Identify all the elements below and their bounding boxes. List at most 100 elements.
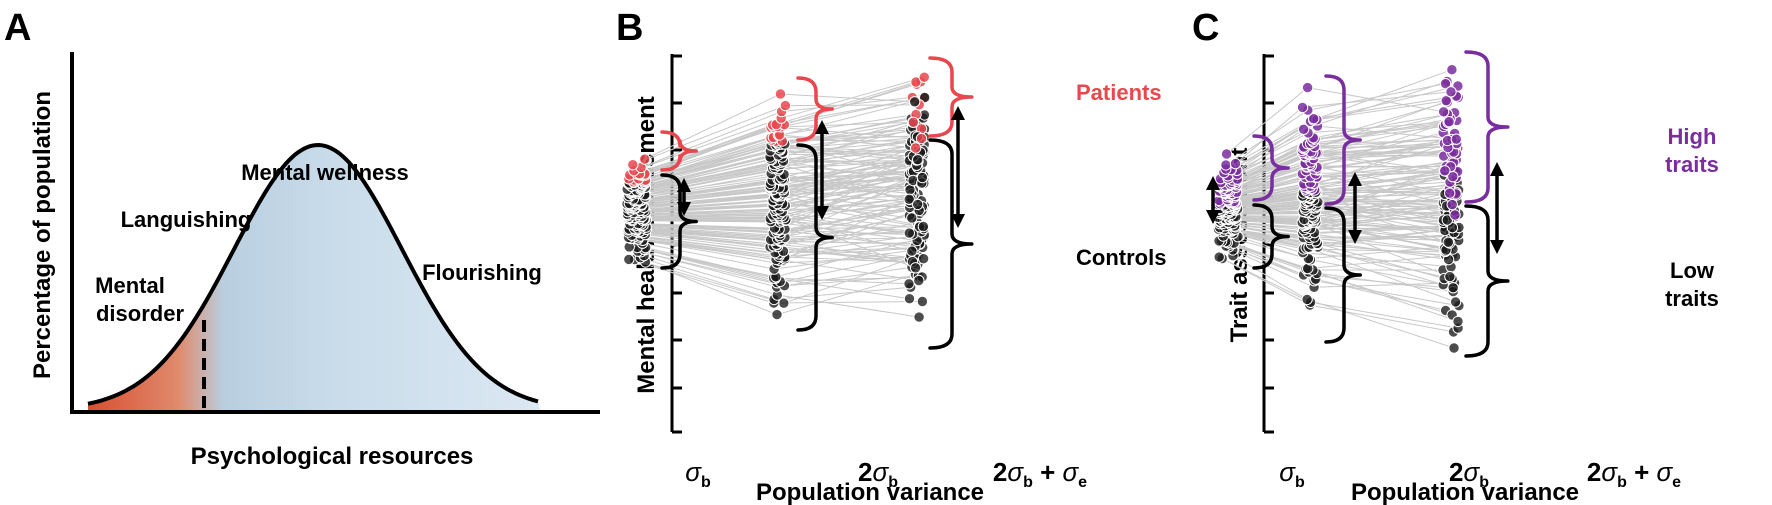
- panel-a: A Percentage of population Psychological…: [4, 7, 600, 470]
- high-group-dot: [1296, 101, 1309, 114]
- low-traits-label-2: traits: [1665, 286, 1719, 311]
- low-group-dot: [1447, 282, 1459, 294]
- low-group-dot: [771, 308, 783, 321]
- high-group-dot: [1444, 187, 1456, 199]
- difference-arrowhead: [815, 120, 829, 134]
- panel-b-tick-2: 2σb: [858, 457, 898, 491]
- low-group-dot: [1442, 236, 1455, 248]
- panel-c: C Trait assessment σb 2σb 2σb + σe Popul…: [1192, 7, 1719, 505]
- high-group-dot: [1297, 123, 1310, 136]
- difference-arrowhead: [1490, 240, 1504, 254]
- low-group-dot: [916, 171, 929, 184]
- group-brace: [1464, 204, 1510, 358]
- low-traits-label-1: Low: [1670, 258, 1715, 283]
- low-group-dot: [1444, 270, 1456, 283]
- low-group-dot: [906, 212, 918, 224]
- high-group-dot: [1308, 113, 1320, 125]
- label-flourishing: Flourishing: [422, 260, 542, 285]
- high-group-dot: [910, 142, 922, 154]
- low-group-dot: [1452, 315, 1464, 328]
- low-group-dot: [1301, 293, 1313, 306]
- low-group-dot: [906, 245, 918, 257]
- high-group-dot: [1447, 171, 1459, 183]
- high-group-dot: [907, 116, 920, 129]
- high-group-dot: [1439, 78, 1452, 90]
- label-mental: Mental: [95, 273, 165, 298]
- difference-arrowhead: [1206, 210, 1220, 224]
- group-brace: [1252, 203, 1290, 270]
- group-brace: [660, 173, 698, 270]
- high-group-dot: [1437, 106, 1450, 118]
- group-brace: [1252, 134, 1290, 202]
- panel-c-braces: [1206, 50, 1510, 358]
- panel-c-tick-3: 2σb + σe: [1587, 457, 1681, 491]
- low-group-dot: [909, 262, 922, 274]
- high-group-dot: [1220, 148, 1233, 160]
- low-group-dot: [903, 227, 915, 239]
- panel-c-tick-1: σb: [1279, 457, 1305, 491]
- panel-c-dots: [1212, 64, 1465, 354]
- high-group-dot: [1229, 157, 1242, 170]
- difference-arrowhead: [1490, 162, 1504, 176]
- high-group-dot: [909, 96, 921, 108]
- high-group-dot: [1449, 209, 1461, 221]
- difference-arrowhead: [677, 178, 691, 192]
- high-group-dot: [779, 99, 792, 112]
- panel-a-y-label: Percentage of population: [29, 91, 56, 379]
- group-brace: [1324, 74, 1362, 206]
- panel-c-tick-2: 2σb: [1449, 457, 1489, 491]
- difference-arrowhead: [1348, 172, 1362, 186]
- panel-a-x-label: Psychological resources: [191, 443, 474, 470]
- panel-b-dots: [621, 71, 931, 323]
- low-group-dot: [623, 253, 635, 266]
- label-languishing: Languishing: [121, 207, 252, 232]
- panel-c-x-label: Population variance: [1351, 479, 1579, 505]
- low-group-dot: [917, 220, 930, 233]
- low-group-dot: [903, 293, 916, 305]
- low-group-dot: [903, 278, 915, 290]
- difference-arrowhead: [951, 106, 965, 120]
- high-group-dot: [915, 132, 928, 145]
- high-traits-label-2: traits: [1665, 152, 1719, 177]
- panel-b-braces: [660, 56, 974, 350]
- low-group-dot: [1448, 342, 1460, 354]
- panel-b-x-label: Population variance: [756, 479, 984, 505]
- label-disorder: disorder: [96, 301, 184, 326]
- patients-label: Patients: [1076, 80, 1162, 105]
- low-group-dot: [913, 311, 925, 323]
- difference-arrowhead: [1206, 176, 1220, 190]
- group-brace: [928, 138, 974, 350]
- low-group-dot: [1213, 251, 1225, 263]
- high-group-dot: [1450, 133, 1463, 145]
- high-group-dot: [639, 153, 651, 165]
- bell-curve-outline: [87, 142, 539, 406]
- group-brace: [1324, 206, 1362, 344]
- low-group-dot: [917, 253, 930, 265]
- high-group-dot: [1446, 198, 1458, 211]
- group-brace: [796, 143, 834, 332]
- panel-a-letter: A: [4, 7, 31, 49]
- high-group-dot: [1301, 81, 1314, 94]
- bell-curve-fill: [88, 145, 540, 410]
- group-brace: [660, 130, 698, 172]
- high-group-dot: [1443, 116, 1455, 128]
- controls-label: Controls: [1076, 245, 1166, 270]
- difference-arrowhead: [1348, 230, 1362, 244]
- panel-b-tick-1: σb: [685, 457, 711, 491]
- low-group-dot: [916, 295, 929, 308]
- high-group-dot: [1446, 64, 1458, 76]
- low-group-dot: [912, 198, 924, 211]
- difference-arrowhead: [951, 214, 965, 228]
- high-group-dot: [1439, 165, 1451, 177]
- panel-b-letter: B: [616, 7, 643, 49]
- high-group-dot: [918, 71, 930, 83]
- panel-b-tick-3: 2σb + σe: [993, 457, 1087, 491]
- difference-arrowhead: [677, 202, 691, 216]
- label-mental-wellness: Mental wellness: [241, 160, 409, 185]
- panel-b: B Mental health assessment σb 2σb 2σb + …: [616, 7, 1166, 505]
- panel-c-letter: C: [1192, 7, 1219, 49]
- low-group-dot: [903, 193, 915, 206]
- high-group-dot: [1440, 95, 1452, 107]
- group-brace: [1464, 50, 1510, 204]
